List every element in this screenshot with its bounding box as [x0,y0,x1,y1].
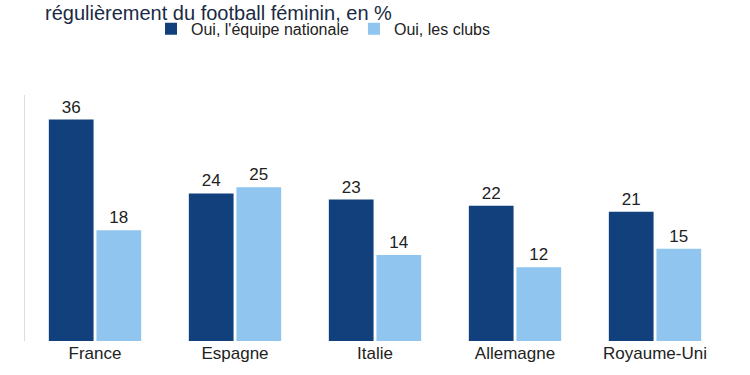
svg-text:22: 22 [482,184,501,203]
svg-text:36: 36 [62,98,81,117]
svg-text:Espagne: Espagne [201,344,268,363]
svg-text:régulièrement du football fémi: régulièrement du football féminin, en % [45,2,392,24]
svg-text:23: 23 [342,178,361,197]
svg-text:24: 24 [202,171,221,190]
svg-text:Allemagne: Allemagne [475,344,555,363]
svg-text:14: 14 [389,233,408,252]
svg-text:21: 21 [622,190,641,209]
svg-text:12: 12 [529,245,548,264]
svg-text:France: France [69,344,122,363]
svg-text:18: 18 [109,208,128,227]
svg-text:25: 25 [249,165,268,184]
svg-text:15: 15 [669,227,688,246]
svg-text:Oui, l'équipe nationale: Oui, l'équipe nationale [191,21,349,38]
svg-text:Oui, les clubs: Oui, les clubs [394,21,490,38]
svg-text:Italie: Italie [357,344,393,363]
svg-text:Royaume-Uni: Royaume-Uni [603,344,707,363]
